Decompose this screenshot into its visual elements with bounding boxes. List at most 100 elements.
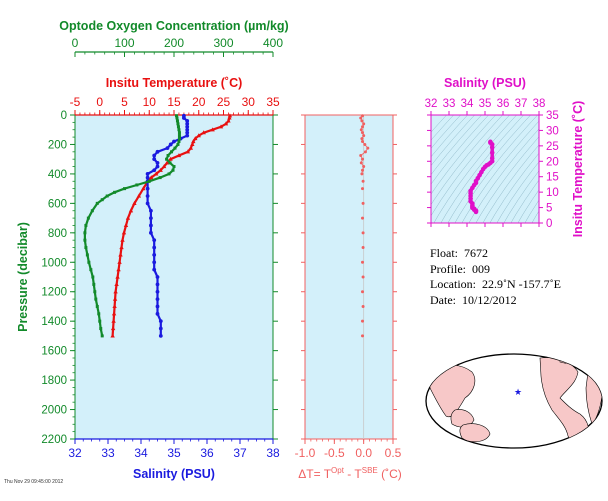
pressure-tick-label: 0 xyxy=(61,110,67,122)
ts-salinity-tick-label: 37 xyxy=(515,98,528,110)
oxygen-point xyxy=(90,209,94,213)
date-label: Date: xyxy=(430,292,456,307)
delta-t-point xyxy=(366,146,370,150)
pressure-tick-label: 400 xyxy=(48,169,67,181)
pressure-tick-label: 2200 xyxy=(41,434,67,446)
delta-t-point xyxy=(362,134,366,138)
temperature-tick-label: 25 xyxy=(217,95,231,109)
salinity-point xyxy=(155,297,160,301)
map-land-asia xyxy=(429,364,476,418)
oxygen-tick-label: 100 xyxy=(114,36,134,50)
oxygen-tick-label: 0 xyxy=(72,36,79,50)
oxygen-point xyxy=(176,142,180,146)
location-row: Location: 22.9˚N -157.7˚E xyxy=(430,277,561,293)
oxygen-point xyxy=(170,150,174,154)
temperature-point xyxy=(132,200,137,205)
pressure-tick-label: 1800 xyxy=(41,375,67,387)
salinity-tick-label: 32 xyxy=(68,446,82,460)
oxygen-point xyxy=(176,122,180,126)
temperature-point xyxy=(123,223,129,228)
salinity-point xyxy=(155,160,160,165)
oxygen-point xyxy=(175,119,179,123)
salinity-point xyxy=(155,149,160,154)
density-contour xyxy=(431,115,503,206)
float-location-star-icon: ★ xyxy=(514,387,522,397)
density-contour xyxy=(531,210,539,223)
temperature-point xyxy=(176,153,182,158)
oxygen-point xyxy=(135,183,139,187)
main-plot-background xyxy=(75,115,273,439)
salinity-point xyxy=(185,127,190,132)
delta-t-point xyxy=(360,290,364,294)
density-contour xyxy=(475,136,539,223)
footer-timestamp: Thu Nov 29 09:45:00 2012 xyxy=(4,479,63,485)
temperature-point xyxy=(223,121,229,126)
oxygen-point xyxy=(171,168,175,172)
salinity-point xyxy=(185,124,190,129)
oxygen-point xyxy=(87,260,91,264)
salinity-point xyxy=(158,334,163,338)
ts-temperature-tick-label: 25 xyxy=(546,141,559,153)
density-contour xyxy=(489,152,539,223)
delta-t-point xyxy=(359,128,363,132)
delta-t-tick-label: -1.0 xyxy=(295,446,316,460)
delta-t-point xyxy=(360,140,364,144)
temperature-axis-label: Insitu Temperature (˚C) xyxy=(106,76,243,90)
salinity-tick-label: 38 xyxy=(266,446,280,460)
ts-point xyxy=(489,145,495,150)
temperature-point xyxy=(201,130,206,135)
salinity-point xyxy=(149,230,153,235)
pressure-tick-label: 1200 xyxy=(41,287,67,299)
oxygen-point xyxy=(105,194,109,198)
salinity-tick-label: 34 xyxy=(134,446,148,460)
salinity-point xyxy=(155,282,160,287)
density-contour xyxy=(431,115,461,149)
delta-t-point xyxy=(360,157,364,161)
temperature-point xyxy=(153,171,159,176)
oxygen-point xyxy=(177,131,181,135)
delta-t-point xyxy=(360,131,364,135)
profile-label: Profile: xyxy=(430,261,466,276)
oxygen-tick-label: 200 xyxy=(164,36,184,50)
temperature-tick-label: 35 xyxy=(266,95,280,109)
salinity-tick-label: 36 xyxy=(200,446,214,460)
delta-t-tick-label: 0.0 xyxy=(355,446,372,460)
temperature-point xyxy=(161,164,167,169)
oxygen-point xyxy=(172,165,176,169)
ts-salinity-tick-label: 36 xyxy=(497,98,510,110)
ts-salinity-tick-label: 38 xyxy=(533,98,546,110)
pressure-tick-label: 1600 xyxy=(41,346,67,358)
density-contours xyxy=(431,115,539,223)
temperature-point xyxy=(125,215,131,220)
salinity-point xyxy=(152,153,157,158)
delta-t-panel: -1.0 -0.5 0.0 0.5 ΔT= TOpt - TSBE (˚C) xyxy=(295,114,402,481)
density-contour xyxy=(468,128,539,223)
delta-t-point xyxy=(359,161,363,165)
salinity-point xyxy=(152,245,157,250)
oxygen-point xyxy=(173,146,177,150)
ts-axis-ticks: 32 33 34 35 36 37 38 0 5 10 15 20 25 30 35 xyxy=(425,98,559,230)
oxygen-point xyxy=(93,290,97,294)
salinity-point xyxy=(152,238,157,243)
ts-temperature-tick-label: 0 xyxy=(546,218,552,230)
ts-temperature-axis-label: Insitu Temperature (˚C) xyxy=(571,101,585,238)
location-map: ★ xyxy=(425,353,603,449)
density-contour xyxy=(433,115,517,223)
density-contour xyxy=(454,115,538,223)
profile-row: Profile: 009 xyxy=(430,262,561,278)
oxygen-point xyxy=(168,161,172,165)
pressure-tick-label: 1000 xyxy=(41,257,67,269)
temperature-point xyxy=(112,296,118,301)
temperature-point xyxy=(164,160,170,165)
temperature-point xyxy=(120,237,125,242)
temperature-point xyxy=(112,304,117,309)
density-contour xyxy=(461,120,539,223)
oxygen-point xyxy=(97,312,101,316)
ts-temperature-tick-label: 35 xyxy=(546,110,559,122)
temperature-point xyxy=(226,118,231,123)
ts-salinity-axis-label: Salinity (PSU) xyxy=(444,76,526,90)
density-contour xyxy=(440,115,524,223)
pressure-tick-label: 2000 xyxy=(41,405,67,417)
delta-t-tick-label: -0.5 xyxy=(324,446,345,460)
